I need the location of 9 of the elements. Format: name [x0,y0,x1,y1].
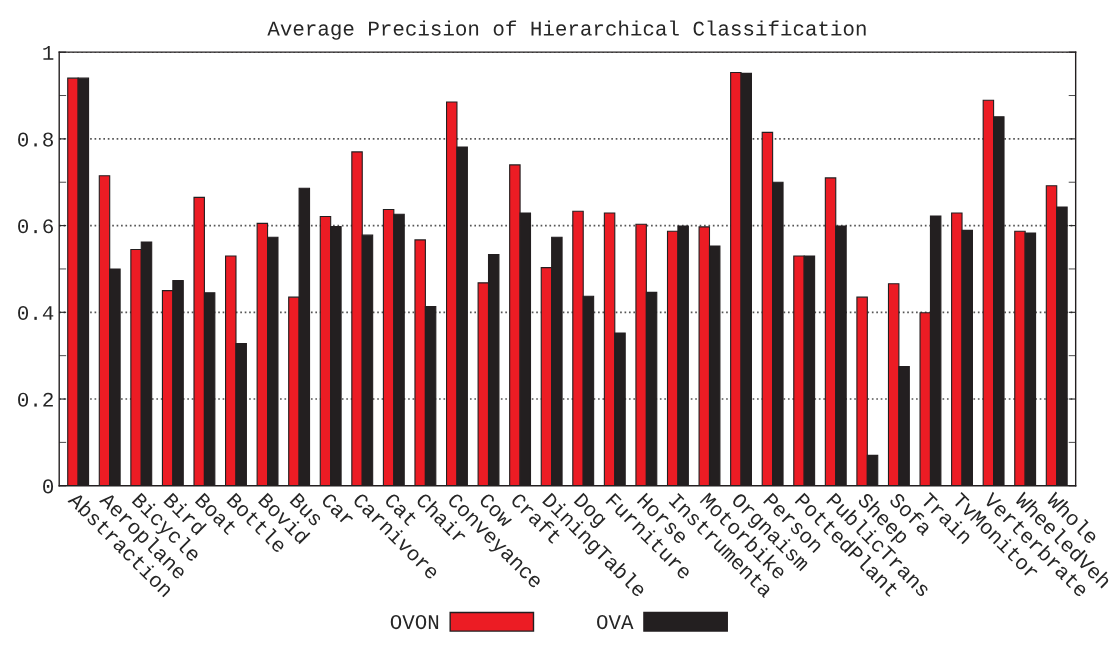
legend-label: OVA [597,614,634,630]
y-tick-label: 1 [43,45,54,60]
y-tick-label: 0.2 [18,392,53,407]
y-tick-label: 0.6 [18,219,53,234]
y-tick-label: 0.8 [18,132,53,147]
y-tick-label: 0 [43,479,54,494]
legend-label: OVON [390,614,439,630]
chart-title: Average Precision of Hierarchical Classification [267,20,866,40]
y-tick-label: 0.4 [18,305,54,321]
